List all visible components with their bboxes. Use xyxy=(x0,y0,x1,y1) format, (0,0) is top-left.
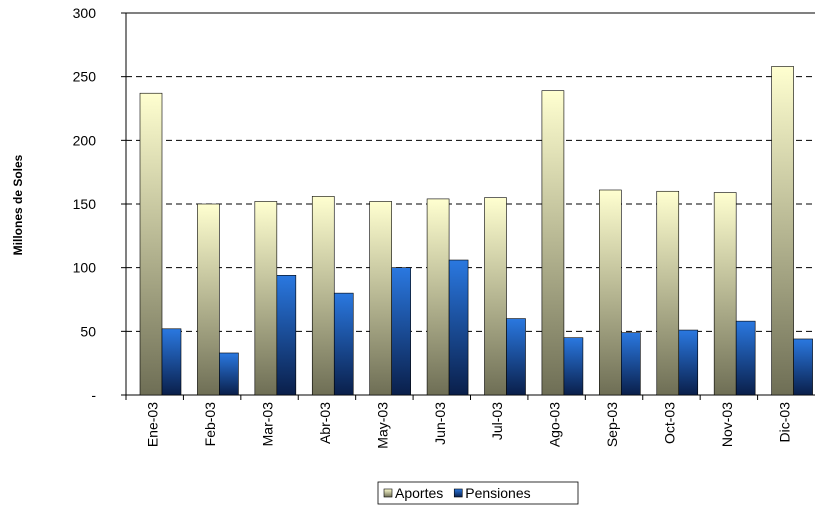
bar xyxy=(197,203,220,396)
bar xyxy=(484,197,507,396)
bar xyxy=(541,90,565,396)
y-tick-label: 100 xyxy=(73,260,97,276)
y-tick-label: 200 xyxy=(73,132,97,148)
x-tick-label: Abr-03 xyxy=(317,402,333,444)
legend-swatch xyxy=(383,488,393,498)
y-tick-label: 150 xyxy=(73,196,97,212)
bar xyxy=(161,328,182,396)
bar xyxy=(276,275,297,396)
x-tick-label: Ene-03 xyxy=(145,402,161,447)
legend-label: Aportes xyxy=(395,485,443,501)
bar xyxy=(426,198,450,396)
x-tick-label: Jun-03 xyxy=(432,402,448,445)
bar xyxy=(139,92,163,396)
x-tick-label: May-03 xyxy=(374,402,390,449)
y-tick-label: - xyxy=(91,387,96,403)
bar xyxy=(771,66,794,396)
bar xyxy=(735,320,756,396)
bar xyxy=(333,292,354,396)
x-tick-label: Sep-03 xyxy=(604,402,620,447)
bar xyxy=(448,259,469,396)
bar xyxy=(506,318,526,396)
y-tick-label: 300 xyxy=(73,5,97,21)
bar xyxy=(599,189,622,396)
x-tick-label: Oct-03 xyxy=(661,402,677,444)
x-tick-label: Dic-03 xyxy=(776,402,792,443)
y-tick-label: 50 xyxy=(80,323,96,339)
x-tick-label: Feb-03 xyxy=(202,402,218,447)
bar xyxy=(621,332,641,396)
legend-label: Pensiones xyxy=(465,485,530,501)
bar xyxy=(793,338,813,396)
bar xyxy=(656,190,680,396)
x-tick-label: Jul-03 xyxy=(489,402,505,440)
bar xyxy=(254,201,278,396)
y-axis-label: Millones de Soles xyxy=(11,154,25,255)
bar xyxy=(563,337,584,396)
bar xyxy=(678,329,699,396)
x-tick-label: Mar-03 xyxy=(260,402,276,447)
bar xyxy=(713,192,737,396)
x-tick-label: Nov-03 xyxy=(719,402,735,447)
bar xyxy=(219,352,239,396)
bar xyxy=(311,196,335,396)
x-tick-label: Ago-03 xyxy=(547,402,563,447)
legend-box xyxy=(377,481,579,505)
y-tick-label: 250 xyxy=(73,69,97,85)
bar xyxy=(391,267,411,396)
bar xyxy=(369,201,392,396)
legend-swatch xyxy=(453,488,463,498)
